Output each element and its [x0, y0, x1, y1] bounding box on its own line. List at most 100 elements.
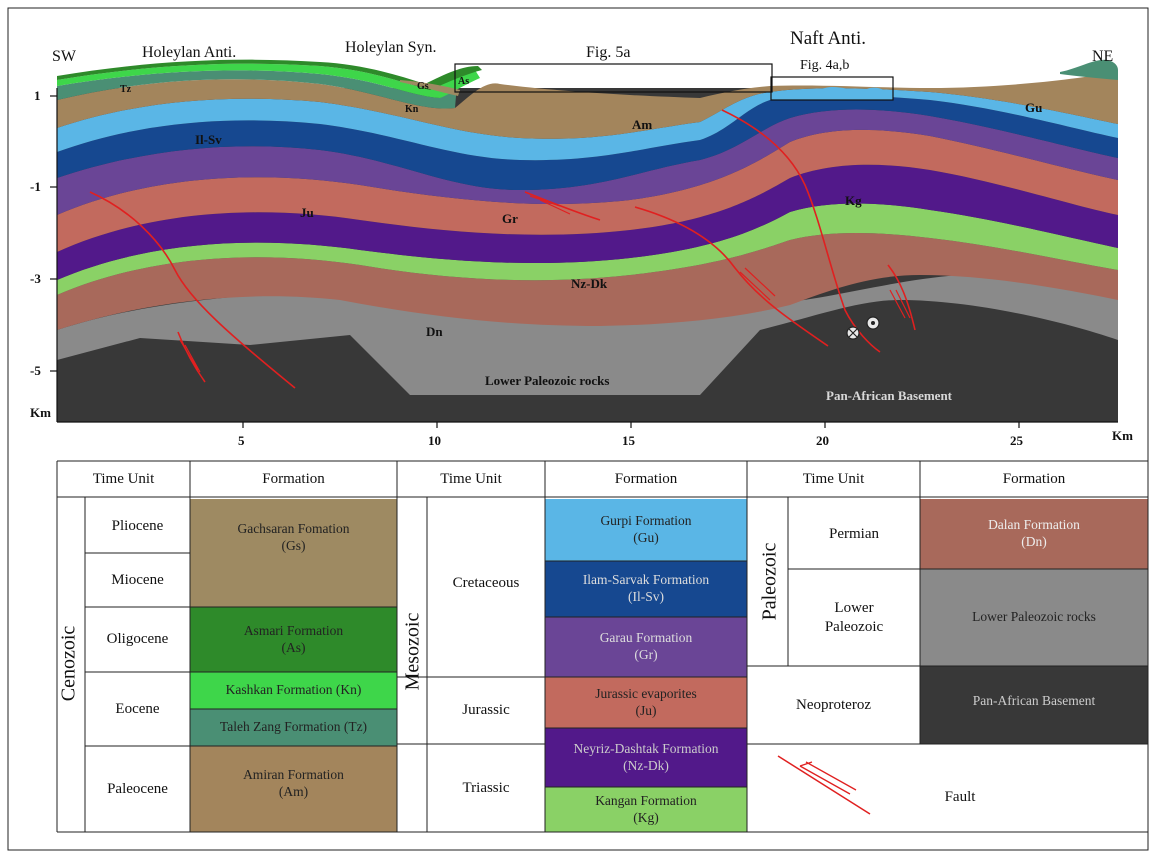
header-time-unit-2: Time Unit — [440, 470, 502, 487]
mark-lower-paleozoic: Lower Paleozoic rocks — [485, 373, 610, 388]
y-unit-km: Km — [30, 405, 51, 420]
fill-kashkan — [190, 672, 397, 709]
layer-taleh-zang — [57, 70, 457, 109]
formation-gachsaran: Gachsaran Fomation (Gs) — [237, 521, 350, 553]
fig4ab-box — [770, 76, 894, 101]
fill-ilam-sarvak — [545, 561, 747, 617]
x-tick-10: 10 — [428, 433, 441, 448]
formation-dalan: Dalan Formation (Dn) — [988, 517, 1080, 549]
strike-slip-dot — [871, 321, 875, 325]
fault-line — [524, 191, 601, 221]
fill-taleh-zang — [190, 709, 397, 746]
formation-kangan: Kangan Formation (Kg) — [595, 792, 697, 825]
era-mesozoic: Mesozoic — [401, 612, 424, 691]
formation-garau: Garau Formation (Gr) — [599, 630, 693, 662]
label-ne: NE — [1092, 48, 1114, 65]
label-sw: SW — [52, 48, 76, 65]
formation-neyriz-dashtak: Neyriz-Dashtak Formation (Nz-Dk) — [573, 740, 719, 773]
fault-slip-arrow — [529, 195, 571, 215]
label-holeylan-anti: Holeylan Anti. — [142, 44, 237, 61]
layer-lower-paleozoic — [57, 273, 1118, 395]
header-time-unit-3: Time Unit — [802, 470, 865, 487]
formation-amiran: Amiran Formation (Am) — [243, 767, 344, 799]
epoch-oligocene: Oligocene — [106, 631, 169, 648]
header-formation-3: Formation — [1002, 470, 1066, 487]
mark-dn: Dn — [426, 324, 443, 339]
layer-neyriz-dashtak — [57, 164, 1118, 280]
y-tick-minus5: -5 — [30, 363, 41, 378]
figure-border — [7, 7, 1149, 851]
mark-gs: Gs — [417, 81, 429, 92]
label-fig4ab: Fig. 4a,b — [800, 58, 850, 73]
strike-slip-cross — [848, 328, 858, 338]
layer-kashkan — [57, 63, 480, 98]
mark-pan-african: Pan-African Basement — [826, 388, 953, 403]
formation-jurassic-evap: Jurassic evaporites (Ju) — [595, 685, 697, 718]
header-formation-2: Formation — [614, 470, 678, 487]
layer-ne-cap — [1060, 59, 1118, 80]
fault-label: Fault — [944, 788, 976, 805]
x-tick-25: 25 — [1010, 433, 1023, 448]
era-paleozoic: Paleozoic — [758, 542, 781, 621]
mark-tz: Tz — [120, 84, 132, 95]
mark-am: Am — [632, 117, 653, 132]
fault-slip-arrow — [179, 339, 201, 373]
epoch-lower-paleozoic: Lower Paleozoic — [824, 599, 884, 635]
header-formation-1: Formation — [262, 470, 325, 487]
formation-ilam-sarvak: Ilam-Sarvak Formation (Il-Sv) — [582, 572, 710, 604]
epoch-jurassic: Jurassic — [462, 702, 510, 719]
fault-line — [177, 331, 206, 383]
fill-gurpi — [545, 499, 747, 561]
legend-fault-line — [777, 755, 871, 815]
layer-naft-crest — [771, 87, 893, 100]
x-axis-ticks — [242, 422, 1020, 428]
layer-ilam-sarvak — [57, 95, 1118, 190]
mark-nzdk: Nz-Dk — [571, 276, 608, 291]
label-fig5a: Fig. 5a — [586, 44, 631, 61]
x-unit-km: Km — [1112, 428, 1133, 443]
layer-jurassic-evaporites — [57, 129, 1118, 252]
layer-dalan — [57, 233, 1118, 330]
fault-slip-arrow — [889, 289, 911, 319]
legend-fault-arrow — [799, 761, 857, 795]
layer-gurpi — [57, 88, 1118, 161]
layer-garau — [57, 109, 1118, 215]
y-tick-minus3: -3 — [30, 271, 41, 286]
fill-jurassic — [545, 677, 747, 728]
fill-neyriz-dashtak — [545, 728, 747, 787]
epoch-triassic: Triassic — [462, 779, 510, 796]
epoch-eocene: Eocene — [115, 700, 160, 717]
y-axis-ticks — [50, 95, 57, 372]
formation-kashkan: Kashkan Formation (Kn) — [225, 682, 362, 698]
fill-amiran — [190, 746, 397, 832]
epoch-pliocene: Pliocene — [111, 517, 164, 534]
fault-slip-arrow — [739, 267, 776, 301]
fig5a-box — [454, 63, 773, 93]
fill-garau — [545, 617, 747, 677]
mark-ilsv: Il-Sv — [195, 132, 222, 147]
mark-gu: Gu — [1025, 100, 1043, 115]
header-time-unit-1: Time Unit — [92, 470, 155, 487]
mark-ju: Ju — [300, 205, 314, 220]
epoch-cretaceous: Cretaceous — [452, 574, 520, 591]
layer-kangan — [57, 203, 1118, 295]
fill-dalan — [920, 499, 1148, 569]
mark-kg: Kg — [845, 193, 862, 208]
legend-table — [56, 460, 1149, 833]
layer-gachsaran — [400, 80, 460, 96]
formation-asmari: Asmari Formation (As) — [243, 622, 344, 655]
formation-taleh-zang: Taleh Zang Formation (Tz) — [219, 719, 368, 735]
fault-line — [887, 264, 916, 331]
formation-lower-paleozoic-rocks: Lower Paleozoic rocks — [972, 609, 1096, 625]
fault-line — [634, 206, 829, 347]
y-tick-minus1: -1 — [30, 179, 41, 194]
era-cenozoic: Cenozoic — [57, 625, 80, 702]
mark-as: As — [458, 76, 470, 87]
epoch-permian: Permian — [829, 525, 879, 542]
fill-kangan — [545, 787, 747, 832]
fill-asmari — [190, 607, 397, 672]
x-tick-5: 5 — [238, 433, 245, 448]
mark-kn: Kn — [405, 104, 419, 115]
label-naft-anti: Naft Anti. — [790, 28, 866, 49]
